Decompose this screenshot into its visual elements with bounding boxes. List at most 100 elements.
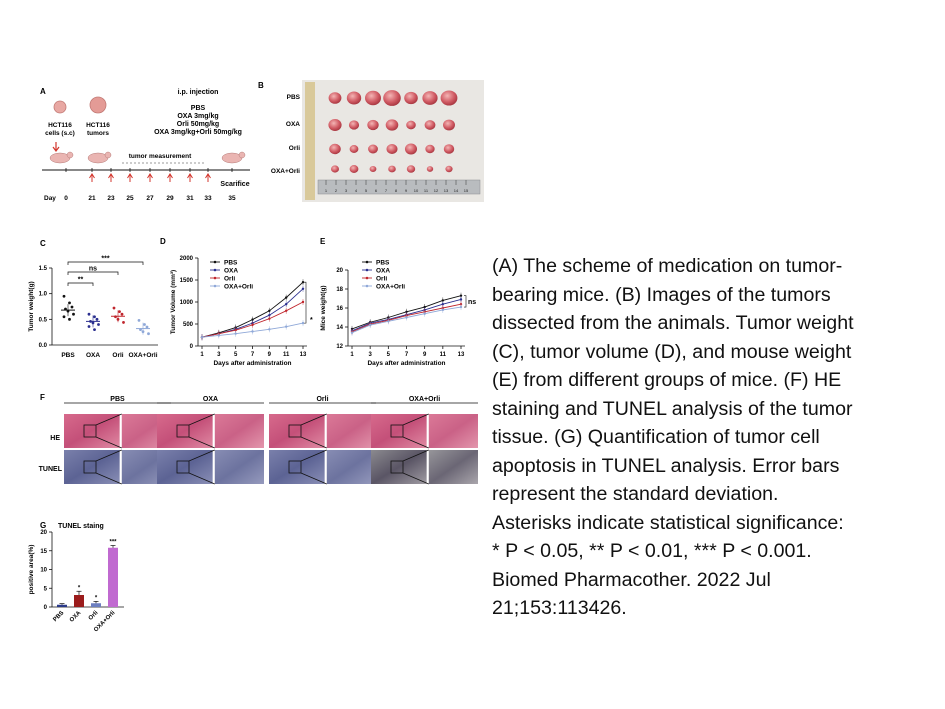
tunel-image-low [157, 450, 213, 484]
data-point [122, 321, 125, 324]
data-point [459, 305, 463, 309]
x-tick-label: 11 [440, 352, 447, 358]
data-point [217, 334, 221, 337]
x-axis-label: Days after administration [213, 360, 291, 367]
data-point [441, 299, 445, 302]
he-image-low [371, 414, 427, 448]
tumor-specimen [406, 120, 416, 130]
data-point [284, 296, 288, 299]
row-label-orli: Orli [289, 145, 300, 152]
x-tick-label: 11 [283, 352, 290, 358]
caption-line: dissected from the animals. Tumor weight [492, 312, 854, 334]
tumor-specimen [445, 165, 453, 173]
y-tick-label: 500 [183, 322, 194, 328]
x-tick-label: OXA+Orli [128, 352, 157, 359]
data-point [459, 294, 463, 297]
row-label-he: HE [50, 435, 60, 442]
tunel-image-high [428, 450, 478, 484]
y-tick-label: 10 [40, 568, 47, 574]
mouse-icon [87, 151, 112, 164]
bar [74, 595, 84, 607]
data-point [268, 317, 271, 320]
zoom-connector [188, 449, 215, 462]
y-tick-label: 1.5 [39, 266, 48, 272]
zoom-box [83, 424, 97, 438]
x-tick-label: 1 [200, 352, 204, 358]
caption-line: 21;153:113426. [492, 597, 627, 619]
legend-marker [213, 260, 217, 264]
x-tick-label: 7 [405, 352, 409, 358]
injection-arrow-icon [205, 173, 211, 182]
tumor-specimen [365, 90, 381, 106]
y-axis-label: Tumor weight(g) [28, 281, 35, 331]
injection-arrow-icon [187, 173, 193, 182]
column-label: PBS [110, 396, 125, 403]
significance-bracket [67, 261, 144, 265]
bar [57, 604, 67, 607]
significance-label: ns [468, 299, 476, 306]
cells-dish [53, 100, 67, 114]
tumor-specimen [331, 165, 339, 173]
tumor-specimen [349, 165, 359, 173]
data-point [95, 317, 99, 321]
tumor-specimen [383, 90, 401, 106]
y-axis-label: Mice weight(g) [320, 285, 327, 330]
he-image-low [269, 414, 325, 448]
mouse-icon [221, 151, 246, 164]
ruler-number: 10 [414, 188, 419, 193]
photo-ruler [317, 179, 481, 195]
y-tick-label: 20 [40, 530, 47, 536]
data-point [268, 328, 271, 331]
tumor-specimen [443, 119, 455, 131]
chart-title: TUNEL staing [58, 523, 104, 530]
row-label-pbs: PBS [287, 94, 301, 101]
data-point [112, 306, 116, 310]
legend-marker [365, 284, 369, 288]
data-point [301, 281, 305, 284]
significance-label: ns [89, 266, 97, 273]
injection-arrow-icon [89, 173, 95, 182]
x-tick-label: 5 [387, 352, 391, 358]
data-point [284, 309, 288, 312]
injection-line-1: PBS [191, 105, 206, 112]
caption-line: * P < 0.05, ** P < 0.01, *** P < 0.001. [492, 540, 812, 562]
zoom-connector [95, 449, 122, 462]
data-point [72, 312, 75, 316]
bar [108, 547, 118, 607]
he-image-high [326, 414, 376, 448]
data-point [87, 312, 91, 316]
x-tick-label: 9 [268, 352, 272, 358]
y-tick-label: 18 [336, 287, 343, 293]
y-tick-label: 1.0 [39, 292, 48, 298]
injection-line-4: OXA 3mg/kg+Orli 50mg/kg [154, 129, 242, 136]
injection-arrow-icon [52, 142, 60, 152]
row-label-oxa: OXA [286, 121, 300, 128]
tumor-specimen [404, 91, 418, 105]
significance-label: * [95, 595, 98, 601]
x-tick-label: 7 [251, 352, 255, 358]
data-point [441, 308, 445, 312]
tumor-specimen [440, 90, 458, 106]
y-tick-label: 0 [190, 344, 194, 350]
data-point [145, 325, 149, 329]
day-label-value: 21 [88, 195, 96, 202]
ruler-number: 3 [345, 188, 348, 193]
ruler-number: 15 [464, 188, 469, 193]
data-point [251, 323, 254, 327]
y-tick-label: 16 [336, 306, 343, 312]
he-image-low [64, 414, 120, 448]
zoom-connector [402, 472, 429, 485]
x-tick-label: OXA [86, 352, 100, 359]
zoom-box [288, 424, 302, 438]
significance-label: ** [78, 277, 84, 284]
zoom-box [176, 460, 190, 474]
day-label-value: 23 [107, 195, 115, 202]
zoom-box [390, 460, 404, 474]
day-label-value: 29 [166, 195, 174, 202]
panel-g-letter: G [40, 521, 46, 530]
ruler-number: 2 [335, 188, 338, 193]
day-label-value: 31 [186, 195, 194, 202]
panel-c: C 0.0 0.5 1.0 1.5 Tumor weight(g) PBS OXA Orli O… [28, 239, 158, 359]
